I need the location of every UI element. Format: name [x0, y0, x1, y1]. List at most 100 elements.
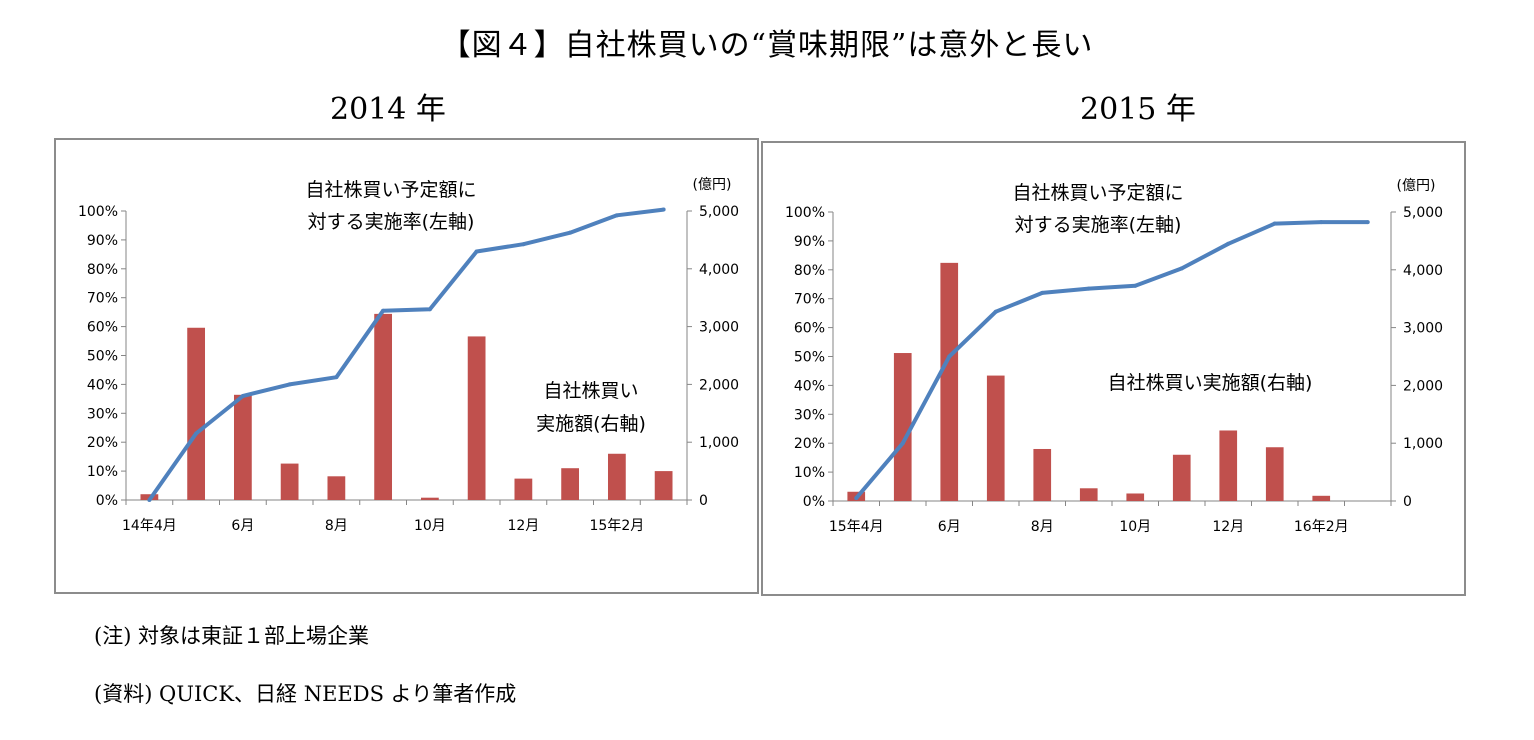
chart-2014-left-tick-label: 0%: [96, 493, 118, 509]
chart-2015-rate-point: [1133, 283, 1138, 288]
chart-2015-x-tick-label: 16年2月: [1294, 519, 1349, 535]
chart-2015-x-tick-label: 6月: [938, 519, 961, 535]
chart-2014-panel: 100% 90% 80% 70% 60% 50% 40% 30% 20% 10% 0% 5,000 4,…: [54, 138, 759, 594]
note-source: (資料) QUICK、日経 NEEDS より筆者作成: [94, 682, 517, 706]
chart-2015-bar: [1265, 447, 1284, 501]
chart-2014-line-annotation: 自社株買い予定額に: [305, 179, 476, 201]
note-target: (注) 対象は東証１部上場企業: [94, 624, 370, 648]
chart-2015-left-tick-label: 70%: [794, 292, 825, 308]
chart-2014-bar: [654, 471, 673, 500]
chart-2015-bar: [1312, 495, 1331, 501]
chart-2015-x-tick-label: 8月: [1031, 519, 1054, 535]
chart-2015-left-tick-label: 80%: [794, 263, 825, 279]
chart-2014-right-tick-label: 4,000: [699, 262, 739, 278]
chart-2014-left-tick-label: 100%: [78, 204, 118, 220]
chart-2014-bar: [607, 453, 626, 500]
chart-2015-left-tick-label: 40%: [794, 378, 825, 394]
chart-2015-rate-point: [1365, 220, 1370, 225]
chart-2014-left-tick-label: 70%: [87, 291, 118, 307]
chart-2014-svg: 100% 90% 80% 70% 60% 50% 40% 30% 20% 10% 0% 5,000 4,…: [78, 177, 739, 534]
chart-2015-left-tick-label: 90%: [794, 234, 825, 250]
chart-2014-bar: [327, 476, 346, 500]
chart-2014-x-tick-label: 12月: [507, 518, 539, 534]
chart-2014-bar: [420, 497, 439, 500]
chart-2014-left-tick-label: 80%: [87, 262, 118, 278]
chart-2015-left-tick-label: 0%: [803, 494, 825, 510]
chart-2015-x-tick-label: 15年4月: [829, 519, 884, 535]
chart-2015-line-annotation: 対する実施率(左軸): [1015, 214, 1182, 236]
chart-2015-left-tick-label: 100%: [785, 205, 825, 221]
chart-2015-bar: [1219, 430, 1238, 501]
chart-2015-right-axis-unit: (億円): [1397, 178, 1436, 194]
chart-2014-left-tick-label: 90%: [87, 233, 118, 249]
chart-2014-left-tick-label: 30%: [87, 406, 118, 422]
chart-2015-right-tick-label: 0: [1403, 494, 1412, 510]
chart-2014-rate-point: [381, 308, 386, 313]
chart-2015-rate-point: [947, 354, 952, 359]
chart-2014-rate-point: [568, 230, 573, 235]
chart-2014-bar: [187, 327, 206, 500]
chart-2015-bar: [940, 262, 959, 501]
chart-2015-left-tick-label: 50%: [794, 350, 825, 366]
chart-2014-title: 2014 年: [330, 92, 446, 127]
chart-2014-left-tick-label: 10%: [87, 464, 118, 480]
chart-2014-rate-line: [147, 207, 664, 502]
chart-2015-rate-point: [854, 496, 859, 501]
chart-2015-svg: 100% 90% 80% 70% 60% 50% 40% 30% 20% 10% 0% 5,000 4,…: [785, 178, 1443, 535]
chart-2015-rate-point: [1086, 286, 1091, 291]
chart-2015-title: 2015 年: [1080, 92, 1196, 127]
chart-2014-bar: [514, 478, 533, 500]
chart-2014-bar: [561, 468, 580, 500]
chart-2014-right-tick-label: 5,000: [699, 204, 739, 220]
chart-2014-right-tick-label: 3,000: [699, 320, 739, 336]
chart-2015-left-tick-label: 30%: [794, 407, 825, 423]
chart-2014-rate-point: [240, 393, 245, 398]
chart-2015-rate-line: [854, 220, 1368, 500]
chart-2014-right-axis-unit: (億円): [693, 177, 732, 193]
chart-2014-left-tick-label: 20%: [87, 435, 118, 451]
chart-2015-rate-point: [1272, 221, 1277, 226]
chart-2014-rate-point: [474, 249, 479, 254]
chart-2015-bar: [1172, 454, 1191, 501]
chart-2014-x-tick-label: 15年2月: [590, 518, 645, 534]
chart-2014-bar: [233, 394, 252, 500]
chart-2015-rate-point: [900, 441, 905, 446]
chart-2014-left-tick-label: 50%: [87, 349, 118, 365]
chart-2014-x-tick-label: 6月: [231, 518, 254, 534]
chart-2014-bar: [374, 313, 393, 500]
chart-2015-x-tick-label: 12月: [1212, 519, 1244, 535]
chart-2014-right-tick-label: 2,000: [699, 377, 739, 393]
chart-2015-panel: 100% 90% 80% 70% 60% 50% 40% 30% 20% 10% 0% 5,000 4,…: [761, 141, 1466, 596]
chart-2014-bar-annotation: 実施額(右軸): [536, 413, 646, 435]
chart-2015-bar-annotation: 自社株買い実施額(右軸): [1108, 372, 1313, 394]
chart-2014-x-tick-label: 8月: [325, 518, 348, 534]
chart-2014-rate-point: [521, 242, 526, 247]
chart-2015-left-tick-label: 10%: [794, 465, 825, 481]
chart-2015-bar: [893, 353, 912, 501]
chart-2015-bar: [1079, 488, 1098, 501]
chart-2015-bar: [1033, 448, 1052, 501]
chart-2014-line-annotation: 対する実施率(左軸): [308, 211, 475, 233]
chart-2014-x-tick-label: 14年4月: [122, 518, 177, 534]
chart-2015-right-tick-label: 4,000: [1403, 263, 1443, 279]
chart-2014-bar: [280, 463, 299, 500]
chart-2014-right-tick-label: 0: [699, 493, 708, 509]
chart-2015-left-tick-label: 60%: [794, 321, 825, 337]
chart-2014-bar: [467, 336, 486, 500]
chart-2014-rate-point: [147, 498, 152, 502]
chart-2014-right-tick-label: 1,000: [699, 435, 739, 451]
chart-2015-line-annotation: 自社株買い予定額に: [1012, 182, 1183, 204]
chart-2014-left-tick-label: 40%: [87, 377, 118, 393]
chart-2015-rate-point: [1179, 266, 1184, 271]
chart-2014-rate-point: [614, 213, 619, 218]
chart-2014-left-tick-label: 60%: [87, 320, 118, 336]
chart-2015-right-tick-label: 3,000: [1403, 321, 1443, 337]
chart-2015-rate-point: [993, 309, 998, 314]
chart-2015-right-tick-label: 2,000: [1403, 378, 1443, 394]
chart-2014-rate-point: [334, 375, 339, 380]
chart-2015-bar: [1126, 493, 1145, 501]
chart-2015-left-tick-label: 20%: [794, 436, 825, 452]
chart-2014-x-tick-label: 10月: [414, 518, 446, 534]
chart-2014-rate-point: [661, 207, 666, 212]
chart-2014-bar-annotation: 自社株買い: [543, 380, 638, 402]
